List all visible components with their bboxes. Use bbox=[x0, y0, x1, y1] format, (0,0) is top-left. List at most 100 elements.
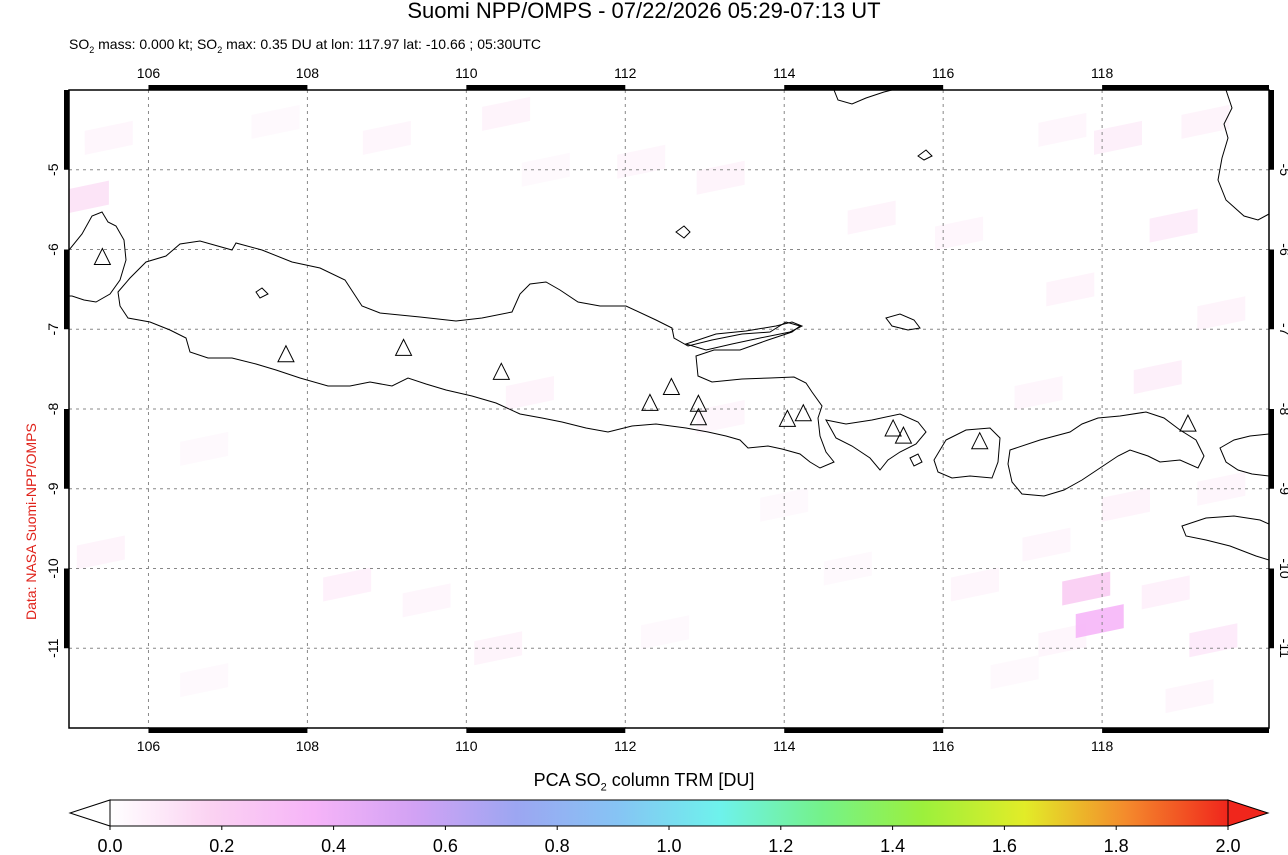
colorbar-tick-label: 1.8 bbox=[1104, 836, 1129, 855]
volcano-marker bbox=[662, 377, 681, 395]
so2-cell bbox=[1101, 487, 1150, 522]
so2-cell bbox=[1149, 208, 1198, 243]
volcano-marker bbox=[492, 362, 511, 380]
so2-cell bbox=[696, 399, 745, 434]
frame-bar-right bbox=[1269, 249, 1274, 330]
volcano-marker bbox=[689, 394, 708, 412]
colorbar-over-arrow bbox=[1227, 799, 1270, 827]
coastline-layer bbox=[69, 90, 1269, 561]
lombok-coastline bbox=[933, 427, 1001, 479]
frame-bar-right bbox=[1269, 568, 1274, 649]
so2-cell bbox=[1038, 112, 1087, 147]
so2-cell bbox=[251, 104, 300, 139]
lat-tick-label-left: -7 bbox=[45, 323, 61, 336]
so2-cell bbox=[990, 655, 1039, 690]
sumba-coastline bbox=[1181, 515, 1269, 561]
colorbar-tick-label: 1.4 bbox=[880, 836, 905, 855]
frame-bar-left bbox=[64, 409, 69, 489]
volcano-marker bbox=[394, 338, 413, 356]
so2-cell bbox=[505, 376, 554, 411]
java-coastline bbox=[117, 240, 835, 469]
lat-tick-label-left: -10 bbox=[45, 558, 61, 578]
colorbar-tick-label: 0.2 bbox=[209, 836, 234, 855]
volcano-marker bbox=[794, 403, 813, 422]
so2-cell bbox=[362, 120, 411, 155]
lat-tick-label-right: -8 bbox=[1277, 403, 1288, 416]
bali-coastline bbox=[825, 413, 927, 471]
so2-cell bbox=[1062, 571, 1111, 606]
frame-bar-bottom bbox=[784, 728, 944, 733]
so2-cell bbox=[1181, 104, 1230, 139]
volcano-marker bbox=[689, 407, 708, 426]
map-title: Suomi NPP/OMPS - 07/22/2026 05:29-07:13 … bbox=[407, 0, 881, 23]
volcano-markers bbox=[93, 247, 1197, 450]
so2-cell bbox=[180, 663, 229, 698]
map-ticks: 106 106 108 108 110 110 112 112 114 114 116 116 118 1… bbox=[45, 65, 1288, 754]
lat-tick-label-right: -9 bbox=[1277, 483, 1288, 496]
so2-cell bbox=[1189, 623, 1238, 658]
frame-bar-right bbox=[1269, 409, 1274, 489]
so2-cell bbox=[847, 200, 896, 235]
so2-cell bbox=[1141, 575, 1190, 610]
sumbawa-coastline bbox=[1007, 411, 1205, 497]
subtitle-subscript: 2 bbox=[89, 44, 95, 55]
lon-tick-label-top: 106 bbox=[137, 65, 161, 81]
map-subtitle: SO2 mass: 0.000 kt; SO2 max: 0.35 DU at … bbox=[69, 36, 541, 55]
lon-tick-label-bottom: 106 bbox=[137, 738, 161, 754]
colorbar-tick-label: 0.4 bbox=[321, 836, 346, 855]
lat-tick-label-left: -11 bbox=[45, 638, 61, 657]
lat-tick-label-right: -6 bbox=[1277, 243, 1288, 256]
volcano-marker bbox=[641, 393, 659, 411]
so2-cell bbox=[69, 180, 109, 213]
frame-bar-top bbox=[1102, 85, 1269, 90]
lat-tick-label-left: -6 bbox=[45, 243, 61, 256]
so2-cell bbox=[180, 431, 229, 466]
frame-bar-top bbox=[784, 85, 944, 90]
colorbar-title-part: column TRM [DU] bbox=[606, 770, 755, 790]
lat-tick-label-right: -11 bbox=[1277, 639, 1288, 658]
so2-cell bbox=[402, 583, 451, 618]
lon-tick-label-bottom: 108 bbox=[296, 738, 320, 754]
madura-coastline bbox=[684, 321, 804, 351]
so2-cell bbox=[1094, 120, 1143, 155]
frame-bar-left bbox=[64, 568, 69, 649]
colorbar-title-part: PCA SO bbox=[533, 770, 601, 790]
so2-cell bbox=[482, 96, 531, 131]
so2-cell bbox=[696, 160, 745, 195]
lon-tick-label-top: 110 bbox=[455, 65, 478, 81]
lon-tick-label-top: 116 bbox=[932, 65, 955, 81]
so2-cell bbox=[1165, 679, 1214, 714]
colorbar-gradient bbox=[109, 799, 1229, 827]
colorbar: 0.0 0.2 0.4 0.6 0.8 1.0 1.2 1.4 1.6 1.8 2.0 bbox=[68, 799, 1270, 855]
so2-cell bbox=[323, 567, 372, 602]
lon-tick-label-bottom: 112 bbox=[614, 738, 637, 754]
volcano-marker bbox=[894, 425, 913, 444]
lon-tick-label-top: 118 bbox=[1091, 65, 1114, 81]
masalembo-islet bbox=[917, 149, 933, 161]
frame-bar-top bbox=[148, 85, 308, 90]
so2-cell bbox=[76, 535, 125, 570]
kangean-islet bbox=[885, 313, 921, 331]
lat-tick-label-left: -5 bbox=[45, 163, 61, 176]
so2-cell bbox=[1046, 272, 1095, 307]
lat-tick-label-left: -9 bbox=[45, 482, 61, 495]
frame-bar-right bbox=[1269, 90, 1274, 170]
volcano-marker bbox=[277, 344, 295, 363]
lat-tick-label-left: -8 bbox=[45, 403, 61, 416]
nusa-penida-islet bbox=[909, 453, 923, 467]
kalimantan-coastline bbox=[833, 90, 893, 105]
so2-cell bbox=[1197, 296, 1246, 331]
lon-tick-label-bottom: 114 bbox=[773, 738, 796, 754]
lon-tick-label-top: 108 bbox=[296, 65, 320, 81]
subtitle-part: max: 0.35 DU at lon: 117.97 lat: -10.66 … bbox=[222, 36, 542, 52]
colorbar-tick-label: 1.2 bbox=[768, 836, 793, 855]
lon-tick-label-top: 112 bbox=[614, 65, 637, 81]
frame-bar-bottom bbox=[1102, 728, 1269, 733]
sumatra-coastline bbox=[69, 211, 127, 303]
volcano-marker bbox=[778, 409, 797, 427]
volcano-marker bbox=[884, 418, 902, 437]
so2-cell bbox=[1038, 623, 1087, 658]
volcano-marker bbox=[970, 431, 989, 450]
colorbar-tick-label: 1.6 bbox=[992, 836, 1017, 855]
